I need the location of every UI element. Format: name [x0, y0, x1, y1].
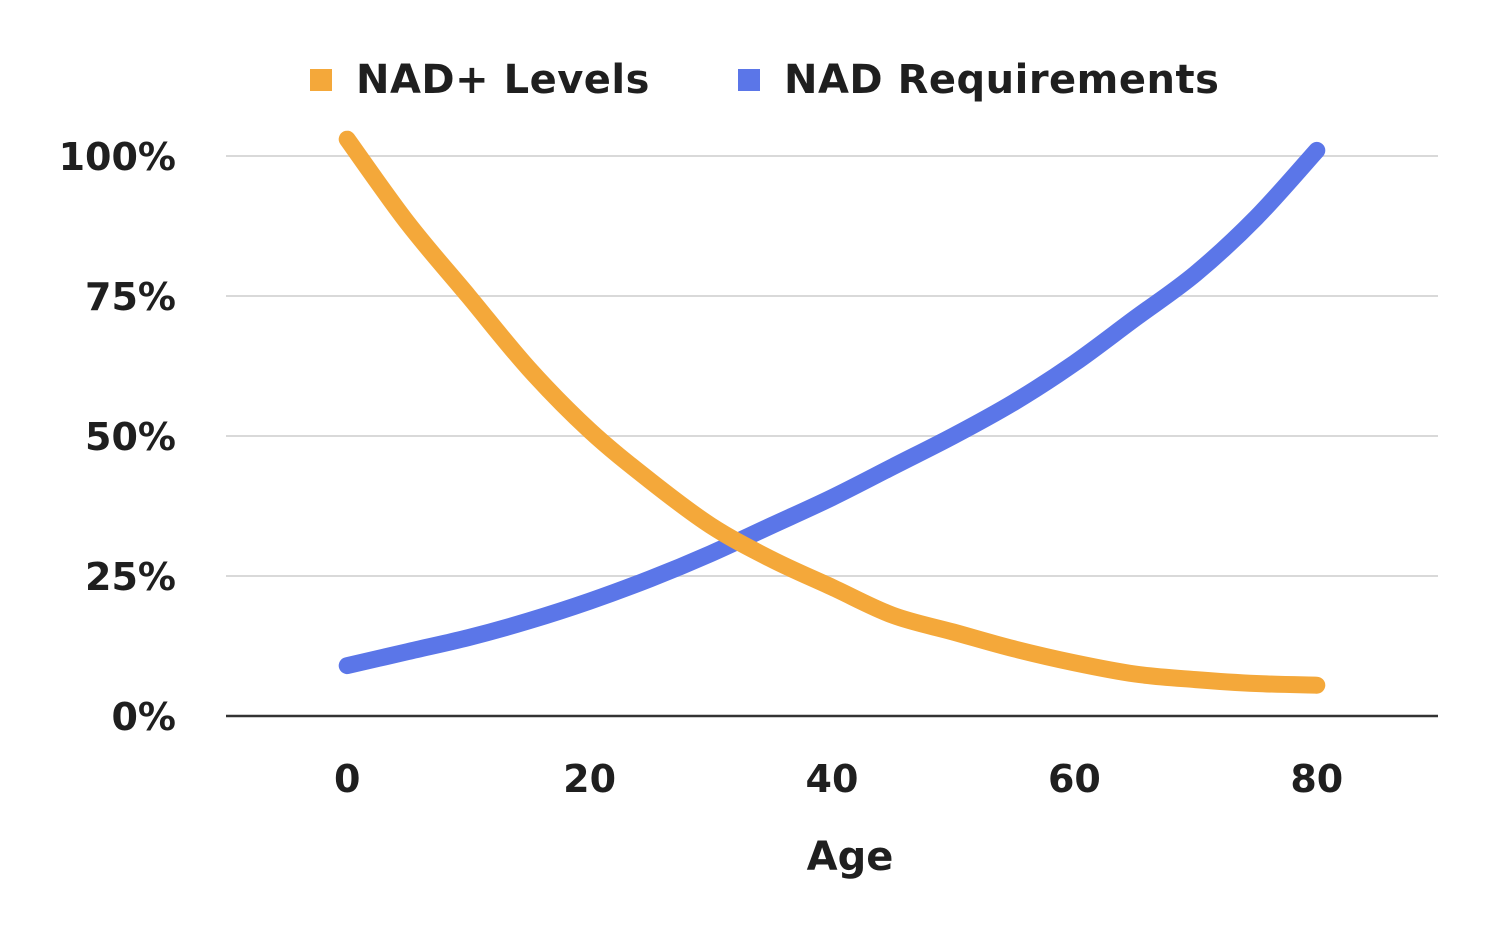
x-tick-label: 40 [806, 757, 859, 801]
series-line-nad-requirements [338, 141, 1326, 675]
legend-swatch-nad-levels [310, 69, 332, 91]
x-axis-title: Age [807, 834, 894, 880]
legend-label-nad-requirements: NAD Requirements [784, 57, 1220, 103]
y-tick-label: 0% [111, 695, 176, 739]
y-tick-label: 25% [85, 555, 176, 599]
chart-legend: NAD+ Levels NAD Requirements [0, 52, 1500, 112]
x-tick-label: 60 [1048, 757, 1101, 801]
grid-lines [226, 155, 1438, 577]
legend-item-nad-requirements: NAD Requirements [738, 52, 1219, 108]
legend-label-nad-levels: NAD+ Levels [356, 57, 650, 103]
x-tick-label: 20 [563, 757, 616, 801]
y-tick-label: 75% [85, 275, 176, 319]
y-tick-label: 100% [59, 135, 176, 179]
legend-swatch-nad-requirements [738, 69, 760, 91]
series-line-nad-levels [338, 130, 1326, 694]
series-lines [338, 130, 1326, 694]
x-tick-label: 0 [334, 757, 360, 801]
x-tick-label: 80 [1290, 757, 1343, 801]
y-tick-label: 50% [85, 415, 176, 459]
legend-item-nad-levels: NAD+ Levels [310, 52, 650, 108]
tick-labels: 0% 25% 50% 75% 100% 0 20 40 60 80 Age [59, 135, 1344, 880]
